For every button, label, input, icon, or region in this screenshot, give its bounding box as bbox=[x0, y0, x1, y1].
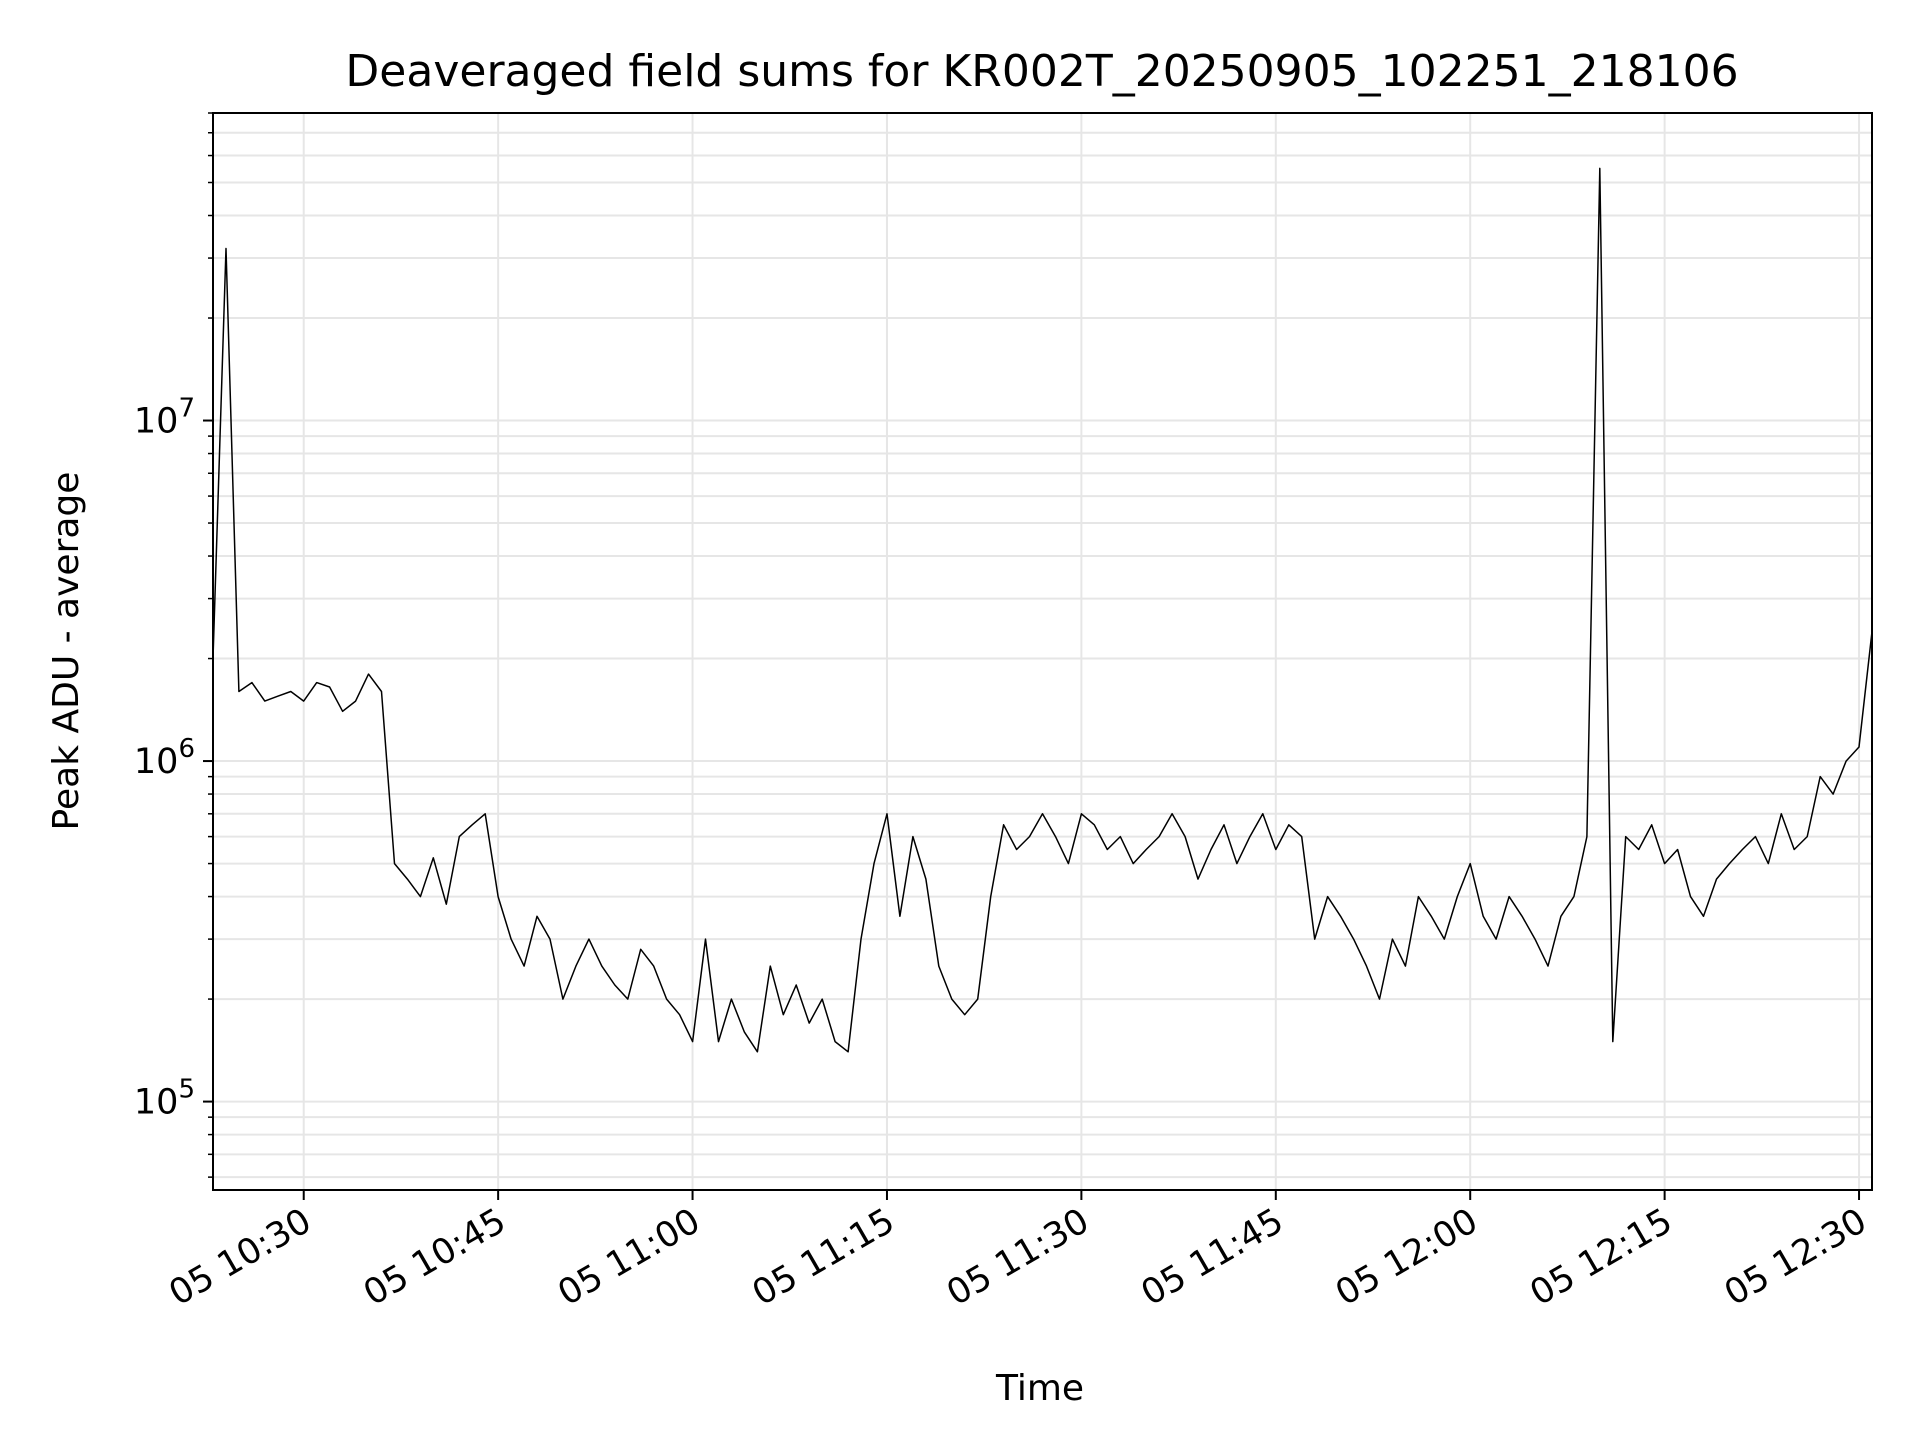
x-tick-label: 05 11:00 bbox=[551, 1201, 707, 1314]
x-axis-label: Time bbox=[995, 1368, 1084, 1409]
grid bbox=[213, 112, 1872, 1190]
x-tick-label: 05 11:30 bbox=[940, 1201, 1096, 1314]
x-tick-label: 05 12:30 bbox=[1718, 1201, 1874, 1314]
y-tick-label: 107 bbox=[134, 394, 195, 442]
x-tick-label: 05 11:45 bbox=[1135, 1201, 1291, 1314]
x-tick-label: 05 10:30 bbox=[163, 1201, 319, 1314]
y-tick-label: 106 bbox=[134, 734, 195, 782]
plot-frame bbox=[212, 112, 1873, 1191]
chart-title: Deaveraged field sums for KR002T_2025090… bbox=[345, 46, 1738, 97]
series-line bbox=[212, 167, 1873, 1053]
x-tick-label: 05 12:00 bbox=[1329, 1201, 1485, 1314]
series-layer bbox=[212, 167, 1873, 1053]
y-tick-label: 105 bbox=[134, 1075, 195, 1123]
x-tick-label: 05 10:45 bbox=[357, 1201, 513, 1314]
x-tick-label: 05 12:15 bbox=[1524, 1201, 1680, 1314]
x-tick-label: 05 11:15 bbox=[746, 1201, 902, 1314]
y-axis-label: Peak ADU - average bbox=[46, 472, 87, 831]
